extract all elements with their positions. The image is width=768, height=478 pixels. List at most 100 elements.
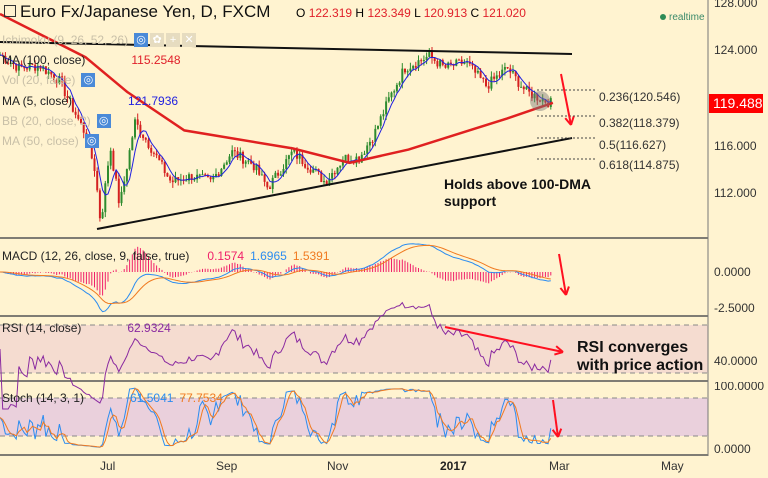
candle-body — [7, 62, 10, 64]
indicator-ma50[interactable]: MA (50, close) — [2, 134, 79, 148]
indicator-bb[interactable]: BB (20, close, 2) — [2, 114, 91, 128]
rsi-annotation: RSI converges with price action — [577, 339, 703, 375]
candle-body — [247, 160, 250, 162]
bb-controls[interactable]: ◎ — [96, 114, 111, 128]
price-tick: 116.000 — [714, 139, 757, 153]
candle-body — [123, 181, 126, 192]
time-tick: Jul — [100, 459, 116, 473]
candle-body — [112, 150, 115, 171]
price-arrow-head — [570, 116, 575, 126]
candle-body — [9, 62, 12, 64]
candle-body — [120, 191, 123, 204]
ma50-controls[interactable]: ◎ — [84, 134, 99, 148]
candle-body — [223, 164, 226, 169]
candle-body — [536, 93, 539, 101]
candle-body — [479, 70, 482, 78]
candle-body — [147, 139, 150, 148]
o-label: O — [296, 6, 306, 20]
candle-body — [174, 177, 177, 183]
macd-label[interactable]: MACD (12, 26, close, 9, false, true) — [2, 249, 190, 263]
candle-body — [439, 60, 442, 67]
gear-icon[interactable]: ✿ — [150, 33, 165, 47]
candle-body — [336, 167, 339, 175]
candle-body — [66, 96, 69, 99]
candle-body — [171, 180, 174, 183]
stoch-label[interactable]: Stoch (14, 3, 1) — [2, 391, 85, 405]
candle-body — [517, 76, 520, 87]
stoch-k-value: 61.5041 — [130, 391, 174, 405]
candle-body — [474, 65, 477, 73]
price-arrow-head — [564, 117, 572, 126]
candle-body — [98, 190, 101, 219]
indicator-vol[interactable]: Vol (20, false) — [2, 73, 76, 87]
candle-body — [55, 79, 58, 84]
close-icon[interactable]: ✕ — [182, 33, 197, 47]
candle-body — [360, 154, 363, 163]
current-price-label: 119.488 — [709, 94, 763, 113]
candle-body — [296, 149, 298, 159]
candle-body — [422, 59, 425, 61]
rsi-arrow — [444, 326, 564, 353]
eye-icon[interactable]: ◎ — [134, 33, 149, 47]
candle-body — [190, 174, 193, 181]
candle-body — [460, 59, 463, 65]
stoch-tick: 100.0000 — [714, 382, 765, 392]
realtime-text: realtime — [669, 12, 705, 23]
ma50-row: MA (50, close) ◎ — [2, 134, 99, 148]
ichimoku-row: Ichimoku (9, 26, 52, 26) ◎ ✿ + ✕ — [2, 33, 197, 47]
candle-body — [101, 212, 104, 219]
candle-body — [506, 67, 509, 69]
indicator-ma100[interactable]: MA (100, close) — [2, 53, 86, 67]
candle-body — [69, 98, 72, 100]
candle-body — [80, 118, 82, 124]
plus-icon[interactable]: + — [166, 33, 181, 47]
candle-body — [225, 162, 228, 165]
ichimoku-controls[interactable]: ◎ ✿ + ✕ — [134, 33, 197, 47]
candle-body — [277, 172, 280, 176]
candle-body — [522, 86, 525, 90]
candle-body — [274, 172, 277, 178]
candle-body — [525, 86, 528, 90]
candle-body — [155, 153, 158, 156]
vol-controls[interactable]: ◎ — [81, 73, 96, 87]
candle-body — [512, 71, 514, 73]
eye-icon[interactable]: ◎ — [81, 73, 96, 87]
candle-body — [260, 174, 263, 176]
eye-icon[interactable]: ◎ — [96, 114, 111, 128]
candle-body — [498, 75, 501, 77]
candle-body — [495, 75, 498, 79]
l-label: L — [414, 6, 421, 20]
candle-body — [347, 154, 350, 162]
rsi-arrow-head — [554, 351, 564, 356]
candle-body — [109, 150, 112, 166]
indicator-ichimoku[interactable]: Ichimoku (9, 26, 52, 26) — [2, 33, 129, 47]
candle-body — [476, 70, 479, 73]
collapse-icon[interactable] — [4, 5, 16, 17]
candle-body — [520, 86, 523, 88]
symbol-title[interactable]: Euro Fx/Japanese Yen, D, FXCM — [4, 2, 270, 22]
candle-body — [166, 173, 169, 177]
fib-level: 0.5(116.627) — [599, 138, 667, 152]
candle-body — [242, 151, 244, 164]
candle-body — [12, 62, 15, 65]
candle-body — [514, 71, 517, 77]
indicator-ma5[interactable]: MA (5, close) — [2, 94, 73, 108]
candle-body — [63, 81, 66, 97]
candle-body — [309, 169, 312, 173]
realtime-status: realtime — [660, 12, 705, 23]
rsi-value: 62.9324 — [127, 321, 171, 335]
price-tick: 124.000 — [714, 43, 758, 57]
candle-body — [107, 165, 109, 184]
candle-body — [320, 171, 323, 183]
ma5-value: 121.7936 — [128, 94, 179, 108]
stoch-d-line — [0, 387, 552, 448]
candle-body — [503, 67, 506, 70]
candle-body — [341, 161, 344, 166]
eye-icon[interactable]: ◎ — [84, 134, 99, 148]
candle-body — [301, 154, 304, 165]
candle-body — [487, 86, 490, 89]
macd-row: MACD (12, 26, close, 9, false, true) 0.1… — [2, 249, 330, 263]
rsi-label[interactable]: RSI (14, close) — [2, 321, 82, 335]
candle-body — [328, 178, 331, 185]
